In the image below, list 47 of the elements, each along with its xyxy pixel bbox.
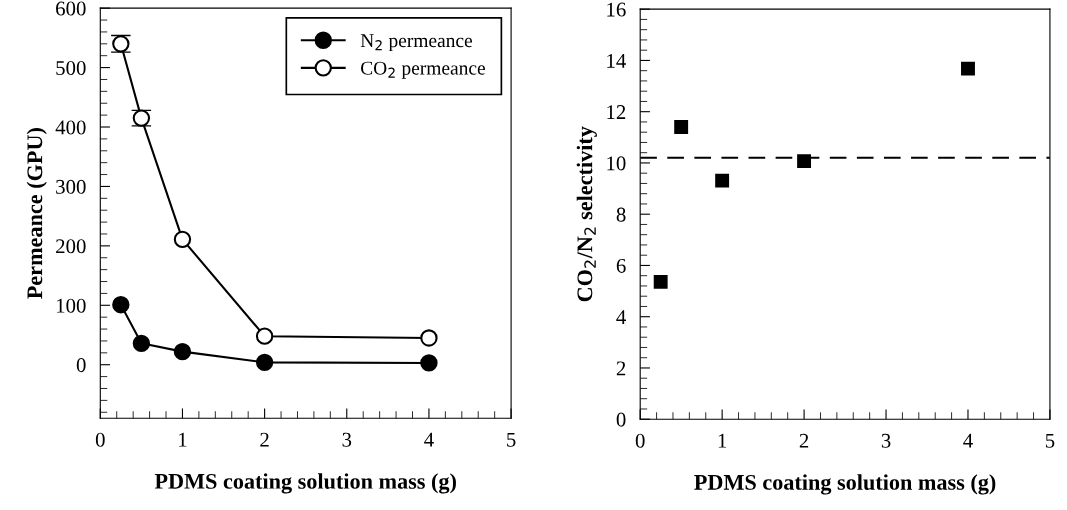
y-tick-label: 200 <box>56 239 86 254</box>
x-tick-label: 2 <box>799 433 809 448</box>
point <box>653 274 668 289</box>
y-tick-label: 10 <box>607 156 626 171</box>
y-axis-title: CO$_{2}$/N$_{2}$ selectivity <box>576 126 597 302</box>
x-tick-label: 0 <box>95 432 105 447</box>
y-tick-label: 500 <box>56 60 86 76</box>
legend-label: N$_{2}$ permeance <box>360 34 473 52</box>
x-tick-label: 1 <box>179 432 187 447</box>
y-tick-label: 6 <box>616 258 626 273</box>
x-axis-title: PDMS coating solution mass (g) <box>154 473 456 494</box>
x-tick-label: 5 <box>507 432 516 447</box>
y-tick-label: 300 <box>56 179 86 194</box>
point <box>674 120 689 135</box>
y-axis-title: Permeance (GPU) <box>26 128 47 299</box>
y-tick-label: 12 <box>607 105 626 119</box>
y-tick-label: 0 <box>76 358 86 373</box>
x-tick-label: 1 <box>718 433 727 448</box>
x-tick-label: 0 <box>635 433 645 448</box>
point <box>420 329 438 347</box>
point <box>255 327 274 345</box>
point <box>112 296 130 314</box>
y-tick-label: 0 <box>616 412 626 427</box>
y-tick-label: 16 <box>607 2 626 17</box>
y-tick-label: 14 <box>607 53 626 68</box>
point <box>797 154 812 169</box>
x-tick-label: 3 <box>881 433 891 448</box>
point <box>132 334 151 352</box>
x-tick-label: 3 <box>342 432 352 447</box>
x-tick-label: 4 <box>963 433 973 448</box>
y-tick-label: 4 <box>616 310 626 324</box>
x-tick-label: 2 <box>260 432 269 447</box>
point <box>255 353 274 372</box>
y-tick-label: 400 <box>55 120 86 135</box>
point <box>420 354 438 372</box>
x-tick-label: 4 <box>424 432 434 447</box>
x-axis-title: PDMS coating solution mass (g) <box>694 474 996 495</box>
y-tick-label: 600 <box>56 1 86 16</box>
point <box>715 173 730 188</box>
point <box>961 61 975 76</box>
point <box>173 342 192 361</box>
y-tick-label: 8 <box>616 207 626 222</box>
y-tick-label: 100 <box>56 298 86 313</box>
x-tick-label: 5 <box>1045 433 1055 448</box>
y-tick-label: 2 <box>616 361 626 376</box>
point <box>173 230 192 249</box>
legend-label: CO$_{2}$ permeance <box>361 61 485 79</box>
